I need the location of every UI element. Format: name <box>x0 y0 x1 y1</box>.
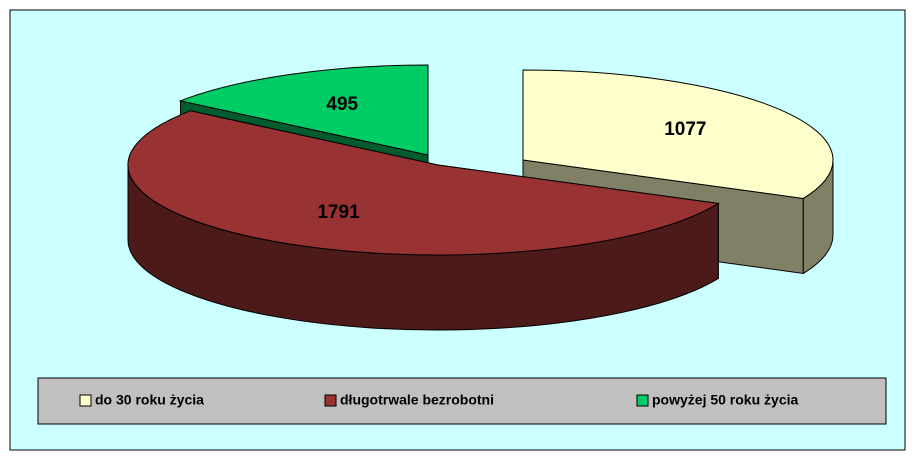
slice-top <box>178 64 429 156</box>
legend-swatch <box>324 394 337 407</box>
data-label: 1791 <box>317 202 360 223</box>
legend-label: powyżej 50 roku życia <box>652 392 798 408</box>
slice-top <box>127 110 720 256</box>
data-label: 1077 <box>664 119 706 140</box>
data-label: 495 <box>326 94 358 115</box>
slice: 1791 <box>127 110 720 331</box>
legend-box <box>37 377 887 425</box>
legend-swatch <box>636 394 649 407</box>
slice-top <box>522 69 834 199</box>
legend-label: długotrwale bezrobotni <box>340 392 494 408</box>
legend-swatch <box>79 394 92 407</box>
legend-label: do 30 roku życia <box>95 392 204 408</box>
